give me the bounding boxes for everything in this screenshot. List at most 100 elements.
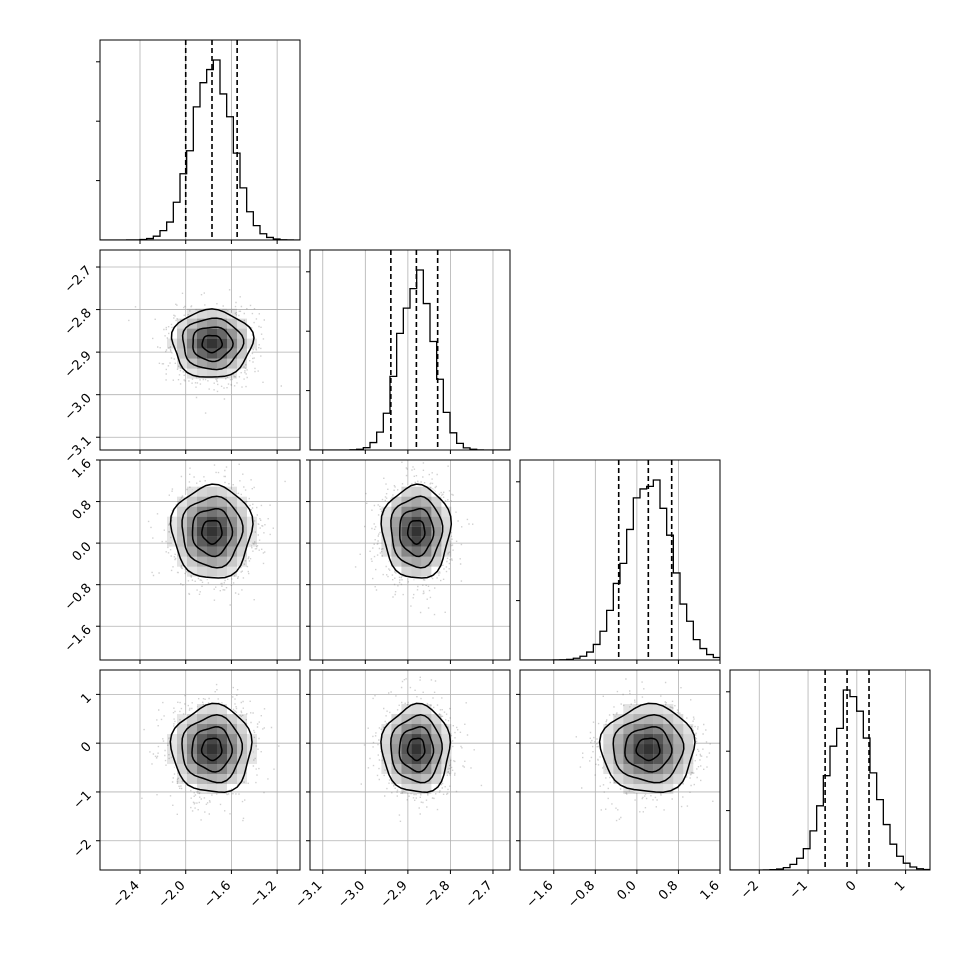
contour-line <box>390 495 444 569</box>
density-cell <box>197 714 207 725</box>
density-cell <box>177 348 187 359</box>
density-cell <box>441 506 452 517</box>
density-cell <box>217 328 227 339</box>
density-cell <box>187 516 197 527</box>
density-cell <box>421 704 432 715</box>
density-cell <box>207 486 217 497</box>
density-cell <box>227 734 237 745</box>
density-cell <box>381 734 392 745</box>
density-cell <box>197 328 207 339</box>
density-cell <box>441 744 452 755</box>
density-cell <box>683 734 694 745</box>
density-cell <box>381 754 392 765</box>
density-cell <box>431 546 442 557</box>
density-cell <box>421 486 432 497</box>
density-cell <box>653 754 664 765</box>
density-cell <box>623 714 634 725</box>
density-cell <box>401 734 412 745</box>
density-cell <box>401 536 412 547</box>
x-tick-label: −3.0 <box>335 878 368 911</box>
density-cell <box>431 526 442 537</box>
density-cell <box>653 744 664 755</box>
density-cell <box>177 754 187 765</box>
density-cell <box>411 754 422 765</box>
density-cell <box>663 764 674 775</box>
density-cell <box>421 496 432 507</box>
contour-line <box>390 714 443 784</box>
histogram-line <box>100 59 300 240</box>
density-cell <box>187 308 197 319</box>
density-cell <box>663 714 674 725</box>
density-cell <box>207 764 217 775</box>
density-cell <box>207 724 217 735</box>
y-tick-label: −2.8 <box>62 306 95 339</box>
density-cell <box>217 754 227 765</box>
density-cell <box>411 516 422 527</box>
density-cell <box>391 724 402 735</box>
density-cell <box>431 744 442 755</box>
y-tick-label: −1 <box>71 788 95 812</box>
density-cell <box>381 536 392 547</box>
density-cell <box>391 714 402 725</box>
axes-frame <box>519 669 721 871</box>
density-cell <box>207 704 217 715</box>
density-cell <box>217 486 227 497</box>
x-tick-label: −2.9 <box>378 878 411 911</box>
density-cell <box>391 546 402 557</box>
density-cell <box>217 308 227 319</box>
density-cell <box>197 536 207 547</box>
density-cell <box>653 734 664 745</box>
density-cell <box>421 714 432 725</box>
density-cell <box>197 724 207 735</box>
density-cell <box>391 764 402 775</box>
density-cell <box>623 754 634 765</box>
density-cell <box>623 744 634 755</box>
contour-line <box>192 326 234 363</box>
density-cell <box>401 546 412 557</box>
density-cell <box>683 744 694 755</box>
density-cell <box>603 724 614 735</box>
density-cell <box>401 516 412 527</box>
y-tick-label: 0 <box>78 739 94 755</box>
contour-line <box>181 495 244 569</box>
density-cell <box>187 338 197 349</box>
density-cell <box>401 714 412 725</box>
density-cell <box>391 734 402 745</box>
density-panel-0-1: −3.1−3.0−2.9−2.8−2.7 <box>62 249 301 466</box>
density-cell <box>381 724 392 735</box>
axes-frame <box>99 39 301 241</box>
density-cell <box>197 754 207 765</box>
density-cell <box>207 308 217 319</box>
density-cell <box>237 348 247 359</box>
histogram-panel-1 <box>306 249 511 454</box>
density-cell <box>623 724 634 735</box>
contour-line <box>612 714 685 784</box>
density-cell <box>421 754 432 765</box>
density-cell <box>207 318 217 329</box>
contour-line <box>181 317 245 371</box>
density-cell <box>227 348 237 359</box>
density-cell <box>177 764 187 775</box>
y-tick-label: −2.7 <box>62 263 95 296</box>
density-cell <box>411 566 422 577</box>
density-cell <box>391 526 402 537</box>
density-cell <box>653 784 664 795</box>
density-cell <box>197 566 207 577</box>
density-cell <box>391 536 402 547</box>
density-cell <box>613 744 624 755</box>
density-cell <box>207 744 217 755</box>
density-cell <box>187 486 197 497</box>
density-panel-1-3: −3.1 −3.0 −2.9 −2.8 −2.7 <box>293 669 511 911</box>
density-cell <box>683 724 694 735</box>
y-tick-label: −2 <box>71 837 95 861</box>
density-cell <box>421 516 432 527</box>
density-cell <box>187 348 197 359</box>
density-cell <box>411 764 422 775</box>
density-cell <box>207 714 217 725</box>
contour-line <box>191 507 234 558</box>
density-cell <box>401 566 412 577</box>
density-cell <box>187 714 197 725</box>
density-cell <box>673 734 684 745</box>
density-panel-1-2 <box>306 459 511 664</box>
density-cell <box>401 724 412 735</box>
